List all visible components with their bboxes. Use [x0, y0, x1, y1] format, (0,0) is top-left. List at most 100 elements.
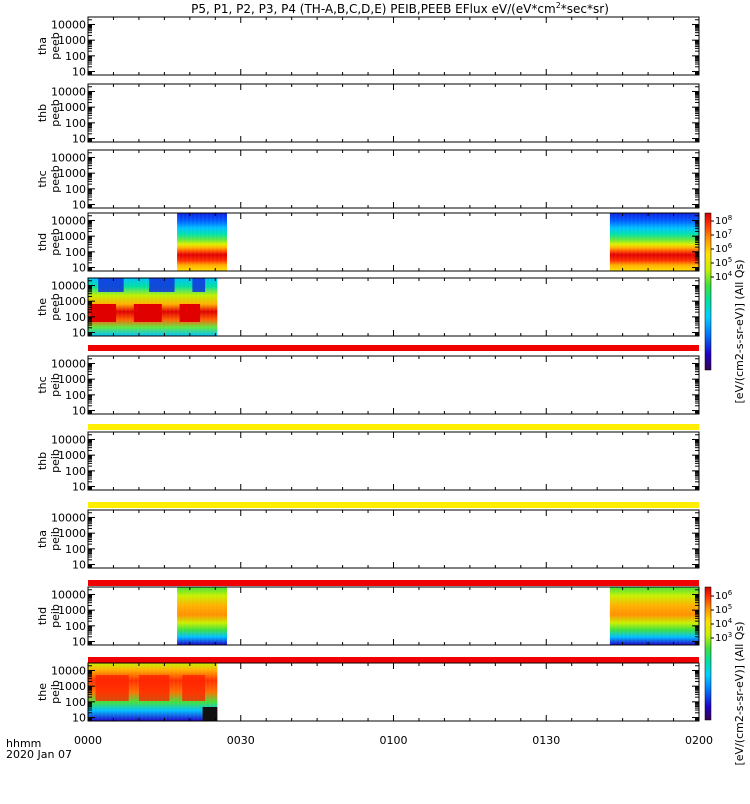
y-tick-label: 100: [65, 465, 86, 478]
dropout-0: [98, 278, 124, 292]
panel-label-product: peeb: [49, 32, 62, 60]
colorbar-tick-label: 104: [715, 617, 733, 630]
panel-frame-tha-peeb: [87, 16, 700, 76]
x-tick-label: 0200: [685, 734, 713, 747]
panel-label-product: peeb: [49, 99, 62, 127]
band-the-peeb: [88, 345, 699, 351]
colorbar-tick-label: 108: [715, 214, 732, 227]
ion-core-1: [138, 675, 170, 701]
colorbar-exponent: 8: [728, 214, 732, 222]
y-tick-label: 1000: [58, 34, 86, 47]
panel-label-probe: thb: [36, 452, 49, 470]
x-tick-label: 0030: [227, 734, 255, 747]
band-thb-peib: [88, 502, 699, 508]
y-tick-label: 10000: [51, 18, 86, 31]
y-tick-label: 10: [72, 636, 86, 649]
colorbar-exponent: 5: [728, 256, 732, 264]
y-tick-label: 1000: [58, 167, 86, 180]
panel-label-product: peib: [49, 604, 62, 628]
colorbar-tick-label: 105: [715, 256, 732, 269]
ion-core-0: [95, 675, 129, 701]
spectrogram-block-thd-peib-1: [609, 587, 699, 645]
y-tick-label: 1000: [58, 680, 86, 693]
x-axis-date-label: 2020 Jan 07: [6, 748, 72, 761]
y-tick-label: 10000: [51, 433, 86, 446]
y-tick-label: 10000: [51, 511, 86, 524]
panel-label-probe: thc: [36, 376, 49, 393]
colorbar-tick-label: 106: [715, 242, 733, 255]
y-tick-label: 1000: [58, 295, 86, 308]
y-tick-label: 10000: [51, 85, 86, 98]
band-thd-peib: [88, 657, 699, 663]
panel-label-probe: tha: [36, 37, 49, 55]
red-core-1: [133, 304, 162, 322]
colorbar-exponent: 4: [728, 270, 733, 278]
panel-label-probe: thc: [36, 170, 49, 187]
y-tick-label: 10: [72, 133, 86, 146]
colorbar-exponent: 3: [728, 631, 732, 639]
x-tick-label: 0100: [380, 734, 408, 747]
ion-core-2: [182, 675, 206, 701]
y-tick-label: 100: [65, 389, 86, 402]
colorbar-exponent: 7: [728, 228, 732, 236]
dropout-1: [149, 278, 175, 292]
dropout-2: [192, 278, 206, 292]
panel-frame-thb-peeb: [87, 83, 700, 143]
colorbar-exponent: 4: [728, 617, 733, 625]
y-tick-label: 10000: [51, 279, 86, 292]
y-tick-label: 10: [72, 405, 86, 418]
y-tick-label: 10: [72, 199, 86, 212]
y-tick-label: 10: [72, 66, 86, 79]
y-tick-label: 100: [65, 183, 86, 196]
colorbar-exponent: 6: [728, 589, 733, 597]
y-tick-label: 1000: [58, 604, 86, 617]
colorbar-tick-label: 105: [715, 603, 732, 616]
panel-frame-tha-peib: [87, 509, 700, 569]
panel-frame-thc-peeb: [87, 149, 700, 209]
colorbar-label: [eV/(cm2-s-sr-eV)] (All Qs): [733, 259, 746, 403]
colorbar-exponent: 6: [728, 242, 733, 250]
colorbar-strip: [704, 586, 712, 721]
panel-label-probe: the: [36, 683, 49, 701]
colorbar-label: [eV/(cm2-s-sr-eV)] (All Qs): [733, 621, 746, 765]
panel-label-product: peeb: [49, 293, 62, 321]
y-tick-label: 100: [65, 117, 86, 130]
y-tick-label: 10000: [51, 588, 86, 601]
panel-label-product: peeb: [49, 165, 62, 193]
colorbar-tick-label: 107: [715, 228, 732, 241]
y-tick-label: 100: [65, 620, 86, 633]
band-thc-peib: [88, 424, 699, 430]
spectrogram-block-thd-peeb-1: [609, 213, 699, 271]
panel-label-product: peib: [49, 527, 62, 551]
panel-label-probe: thb: [36, 104, 49, 122]
panel-label-product: peeb: [49, 228, 62, 256]
y-tick-label: 10000: [51, 214, 86, 227]
y-tick-label: 1000: [58, 230, 86, 243]
band-tha-peib: [88, 580, 699, 586]
panel-frame-thb-peib: [87, 431, 700, 491]
panel-label-probe: tha: [36, 530, 49, 548]
colorbar-tick-label: 104: [715, 270, 733, 283]
spectrogram-block-thd-peib-0: [177, 587, 228, 645]
y-tick-label: 100: [65, 246, 86, 259]
colorbar-strip: [704, 212, 712, 371]
y-tick-label: 10: [72, 559, 86, 572]
panel-label-probe: thd: [36, 607, 49, 625]
panel-label-product: peib: [49, 680, 62, 704]
colorbar-tick-label: 106: [715, 589, 733, 602]
ion-dark-tail: [202, 707, 218, 721]
y-tick-label: 10000: [51, 357, 86, 370]
